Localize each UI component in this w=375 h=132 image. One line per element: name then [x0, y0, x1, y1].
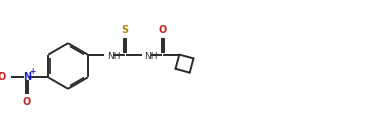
Text: NH: NH — [144, 52, 158, 61]
Text: S: S — [122, 25, 129, 35]
Text: −: − — [0, 68, 2, 77]
Text: O: O — [0, 72, 6, 82]
Text: O: O — [23, 97, 31, 107]
Text: O: O — [159, 25, 167, 35]
Text: NH: NH — [107, 52, 120, 61]
Text: N: N — [23, 72, 31, 82]
Text: +: + — [29, 67, 35, 76]
